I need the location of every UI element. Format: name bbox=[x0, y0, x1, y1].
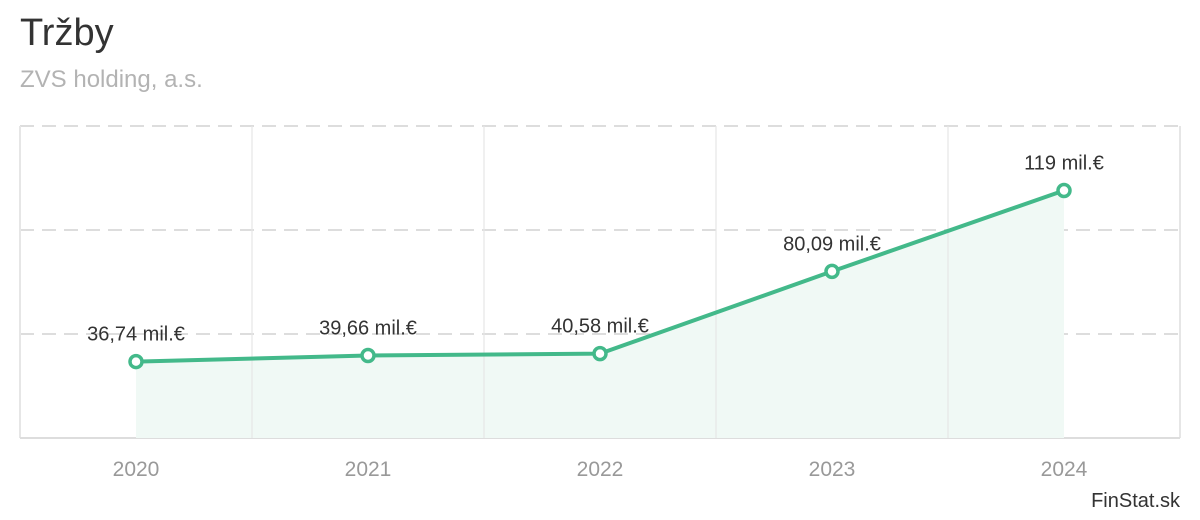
data-point-2020[interactable] bbox=[128, 353, 144, 370]
data-point-2021[interactable] bbox=[360, 347, 376, 364]
x-tick-label-2023: 2023 bbox=[809, 458, 856, 481]
data-label-2023: 80,09 mil.€ bbox=[783, 233, 881, 255]
x-tick-label-2021: 2021 bbox=[345, 458, 392, 481]
chart-subtitle: ZVS holding, a.s. bbox=[20, 66, 203, 93]
x-tick-label-2022: 2022 bbox=[577, 458, 624, 481]
data-label-2020: 36,74 mil.€ bbox=[87, 324, 185, 346]
data-label-2022: 40,58 mil.€ bbox=[551, 316, 649, 338]
area-fill bbox=[136, 190, 1064, 438]
data-label-2021: 39,66 mil.€ bbox=[319, 318, 417, 340]
data-point-2022[interactable] bbox=[592, 345, 608, 362]
x-tick-label-2020: 2020 bbox=[113, 458, 160, 481]
data-point-2024[interactable] bbox=[1056, 182, 1072, 199]
finstat-credit[interactable]: FinStat.sk bbox=[1091, 490, 1180, 512]
x-tick-label-2024: 2024 bbox=[1041, 458, 1088, 481]
chart-title: Tržby bbox=[20, 12, 114, 54]
data-point-2023[interactable] bbox=[824, 263, 840, 280]
data-label-2024: 119 mil.€ bbox=[1024, 152, 1104, 174]
